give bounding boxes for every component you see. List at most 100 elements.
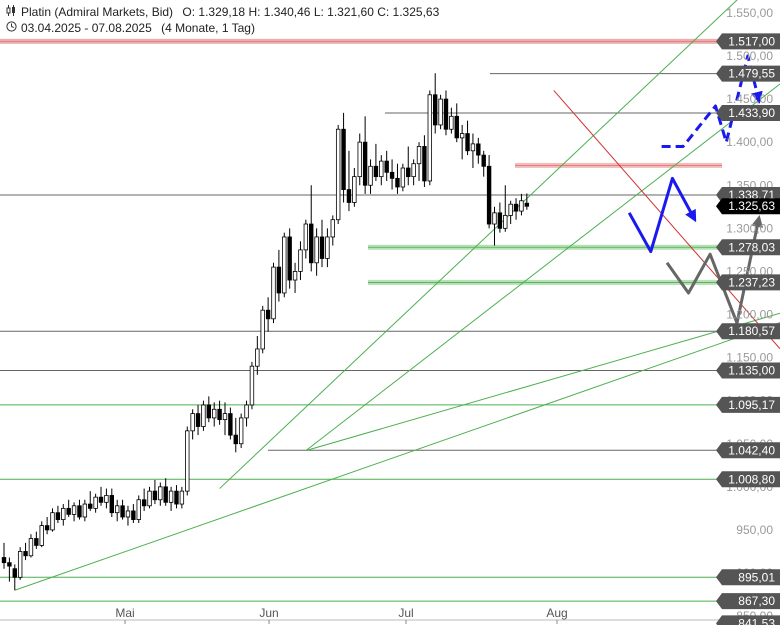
candle-body [465, 133, 470, 152]
candle [185, 426, 190, 496]
candle [93, 493, 98, 513]
y-tick-label: 950,00 [736, 523, 773, 537]
price-label-text: 1.008,80 [728, 472, 775, 486]
price-label-box [716, 274, 780, 291]
candle [34, 531, 39, 549]
candle-body [206, 404, 212, 419]
candle-body [201, 404, 206, 427]
candle-body [136, 499, 141, 520]
candle [287, 228, 292, 289]
candle-body [233, 434, 238, 445]
y-tick-label: 1.550,00 [726, 6, 773, 20]
candle [228, 407, 233, 440]
candle [98, 486, 104, 506]
candle [341, 112, 346, 203]
candle-body [357, 141, 362, 178]
candle-body [50, 512, 55, 531]
y-tick-label: 1.150,00 [726, 351, 773, 365]
candle [508, 200, 513, 225]
candle-body [470, 143, 476, 152]
candle-body [416, 146, 422, 165]
x-tick-label: Aug [546, 606, 567, 620]
candle-body [292, 271, 298, 281]
candle-body [335, 128, 341, 221]
candle [411, 159, 416, 186]
candle [335, 124, 341, 225]
x-tick-label: Mai [115, 606, 134, 620]
candle [330, 215, 335, 246]
candle-body [476, 143, 481, 156]
candle-body [427, 94, 433, 182]
candle-body [98, 496, 104, 503]
candle-body [508, 203, 513, 216]
header-title-row: Platin (Admiral Markets, Bid) O: 1.329,1… [5, 4, 439, 20]
candle-body [39, 525, 44, 546]
y-tick-label: 1.450,00 [726, 92, 773, 106]
chart-header: Platin (Admiral Markets, Bid) O: 1.329,1… [5, 4, 439, 36]
candle [389, 159, 395, 190]
candle-body [141, 499, 147, 507]
candle-body [66, 507, 71, 515]
candle [201, 400, 206, 431]
projection-arrow [627, 176, 697, 254]
period-info: (4 Monate, 1 Tag) [161, 21, 255, 35]
price-label-text: 1.325,63 [728, 199, 775, 213]
candle-body [158, 486, 163, 501]
candle [503, 185, 508, 232]
candle [260, 305, 265, 354]
price-label: 1.135,00 [716, 362, 780, 379]
candle-body [400, 167, 406, 188]
candle-body [125, 510, 131, 518]
candle-body [28, 538, 34, 557]
candle [357, 133, 362, 186]
candle-body [395, 177, 400, 188]
candle-body [260, 309, 265, 350]
x-axis: Mai Jun Jul Aug [0, 606, 722, 624]
candle [271, 262, 276, 324]
candle [158, 482, 163, 506]
candle-body [61, 507, 66, 520]
candle [497, 202, 503, 233]
candle-body [152, 490, 158, 501]
candle [373, 143, 379, 181]
horizontal-levels [0, 38, 722, 602]
candle-body [7, 562, 12, 567]
candle-body [379, 160, 384, 178]
candle-body [454, 115, 459, 139]
price-label-text: 1.042,40 [728, 443, 775, 457]
candle-body [163, 486, 168, 503]
candle [249, 361, 255, 410]
price-label-box [716, 362, 780, 379]
price-label: 1.008,80 [716, 471, 780, 488]
candle [109, 488, 114, 517]
candle-body [265, 309, 271, 320]
candle-body [432, 94, 438, 126]
candle-body [93, 496, 98, 509]
candle [44, 516, 50, 535]
candle-body [346, 189, 352, 203]
candle [212, 402, 217, 427]
candle-body [438, 98, 443, 126]
candle [17, 547, 23, 580]
candle-body [443, 98, 449, 130]
price-label: 1.325,63 [716, 198, 780, 215]
candle-body [282, 236, 287, 294]
x-tick-label: Jun [259, 606, 278, 620]
candle-body [325, 236, 330, 259]
candle [1, 542, 7, 569]
candle-body [384, 160, 389, 173]
candle [120, 499, 125, 520]
candle-body [486, 165, 492, 225]
candle-body [77, 505, 82, 518]
candle-body [195, 413, 201, 427]
price-label-box [716, 65, 780, 82]
candle-body [287, 236, 292, 281]
candles [1, 73, 530, 591]
candle [179, 486, 185, 509]
candle-body [330, 219, 335, 238]
candle [449, 107, 454, 134]
candle-body [71, 505, 77, 515]
candle-body [249, 365, 255, 406]
candle [55, 505, 61, 524]
price-label-box [716, 239, 780, 256]
